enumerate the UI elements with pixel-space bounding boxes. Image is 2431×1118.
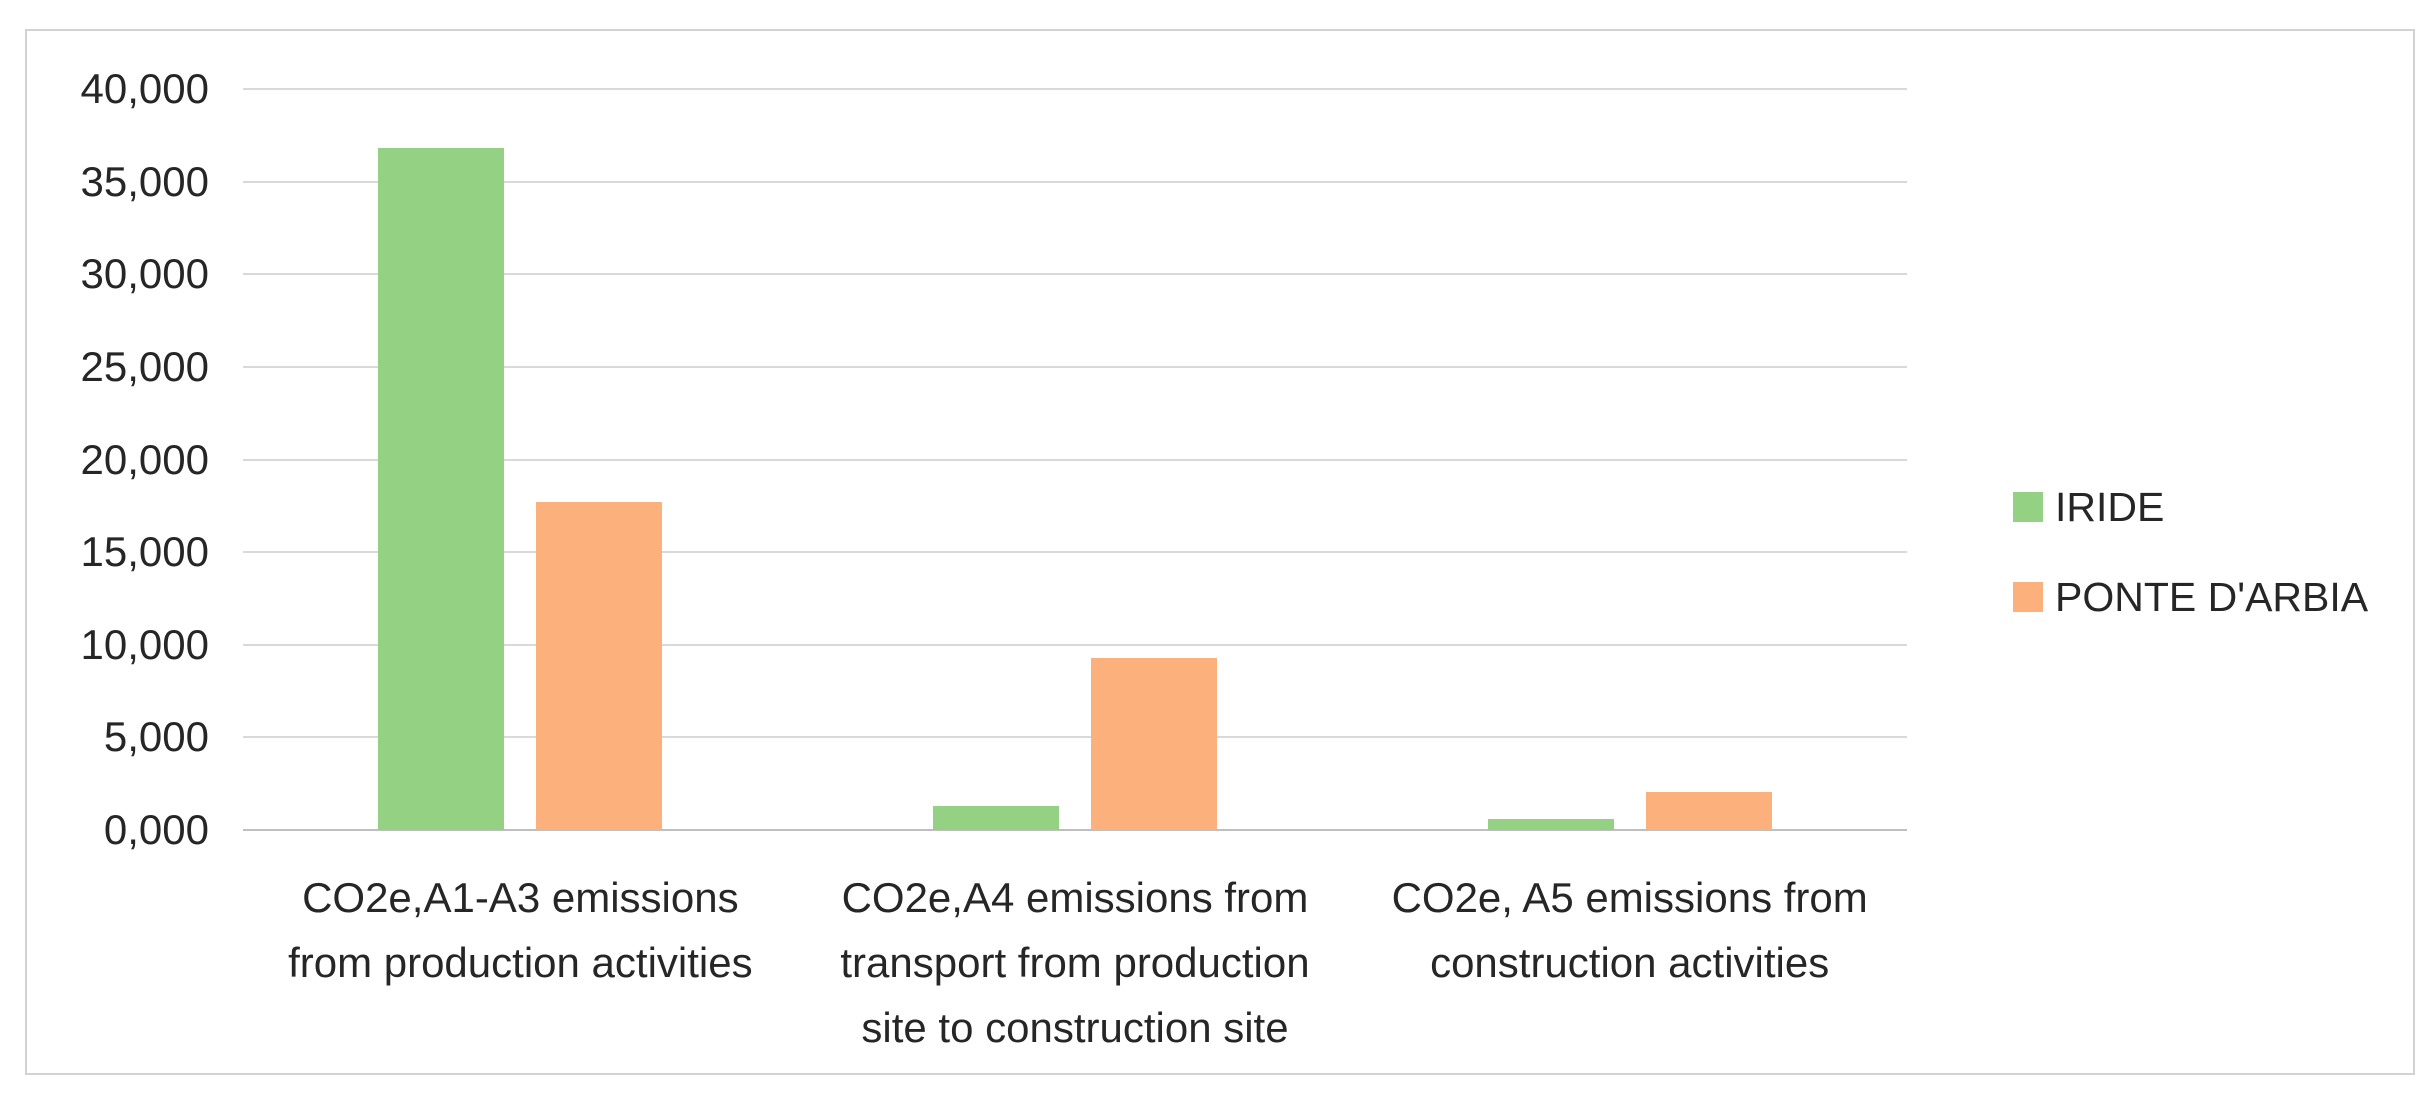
bar-iride-category-3 (1487, 818, 1614, 830)
legend-item-ponte-d-arbia: PONTE D'ARBIA (2013, 573, 2369, 620)
bar-ponte-d-arbia-category-2 (1090, 657, 1217, 830)
y-tick-label-15000: 15,000 (80, 528, 209, 576)
y-tick-label-20000: 20,000 (80, 435, 209, 483)
gridline-10000 (243, 643, 1907, 646)
y-tick-label-40000: 40,000 (80, 64, 209, 112)
legend: IRIDE PONTE D'ARBIA (2013, 483, 2369, 666)
category-label-1: CO2e,A1-A3 emissions from production act… (288, 874, 753, 987)
gridline-25000 (243, 365, 1907, 368)
y-axis-tick-labels: 0,000 5,000 10,000 15,000 20,000 25,000 30,000… (27, 65, 209, 852)
bar-ponte-d-arbia-category-3 (1645, 792, 1772, 830)
gridline-30000 (243, 273, 1907, 276)
legend-label-iride: IRIDE (2055, 483, 2165, 530)
legend-swatch-ponte-d-arbia (2013, 582, 2043, 612)
bar-group-1 (243, 89, 798, 830)
bar-ponte-d-arbia-category-1 (536, 502, 663, 830)
legend-label-ponte-d-arbia: PONTE D'ARBIA (2055, 573, 2369, 620)
y-tick-label-10000: 10,000 (80, 620, 209, 668)
plot-area (243, 88, 1907, 831)
y-tick-label-30000: 30,000 (80, 250, 209, 298)
bar-group-2 (798, 89, 1353, 830)
gridline-35000 (243, 180, 1907, 183)
gridline-40000 (243, 88, 1907, 90)
legend-swatch-iride (2013, 492, 2043, 522)
chart-frame: 0,000 5,000 10,000 15,000 20,000 25,000 30,000… (25, 29, 2415, 1075)
bar-group-3 (1352, 89, 1907, 830)
bar-iride-category-2 (932, 805, 1059, 830)
bar-iride-category-1 (378, 148, 505, 830)
category-label-3: CO2e, A5 emissions from construction act… (1391, 874, 1868, 987)
gridline-0 (243, 829, 1907, 831)
legend-item-iride: IRIDE (2013, 483, 2368, 530)
y-tick-label-35000: 35,000 (80, 157, 209, 205)
y-tick-label-25000: 25,000 (80, 342, 209, 390)
y-tick-label-0: 0,000 (103, 805, 209, 853)
category-label-2: CO2e,A4 emissions from transport from pr… (840, 874, 1310, 1052)
gridline-5000 (243, 736, 1907, 739)
gridline-20000 (243, 458, 1907, 461)
y-tick-label-5000: 5,000 (103, 713, 209, 761)
gridline-15000 (243, 551, 1907, 554)
